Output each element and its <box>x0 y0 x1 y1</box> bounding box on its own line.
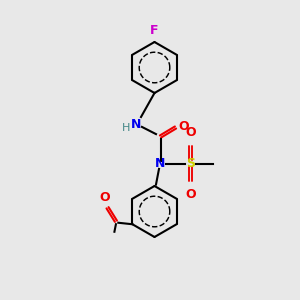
Text: N: N <box>131 118 142 131</box>
Text: S: S <box>186 157 195 170</box>
Text: F: F <box>150 24 159 37</box>
Text: H: H <box>122 123 130 133</box>
Text: N: N <box>155 157 166 170</box>
Text: O: O <box>178 119 189 133</box>
Text: O: O <box>185 127 196 140</box>
Text: O: O <box>100 191 110 204</box>
Text: O: O <box>185 188 196 200</box>
